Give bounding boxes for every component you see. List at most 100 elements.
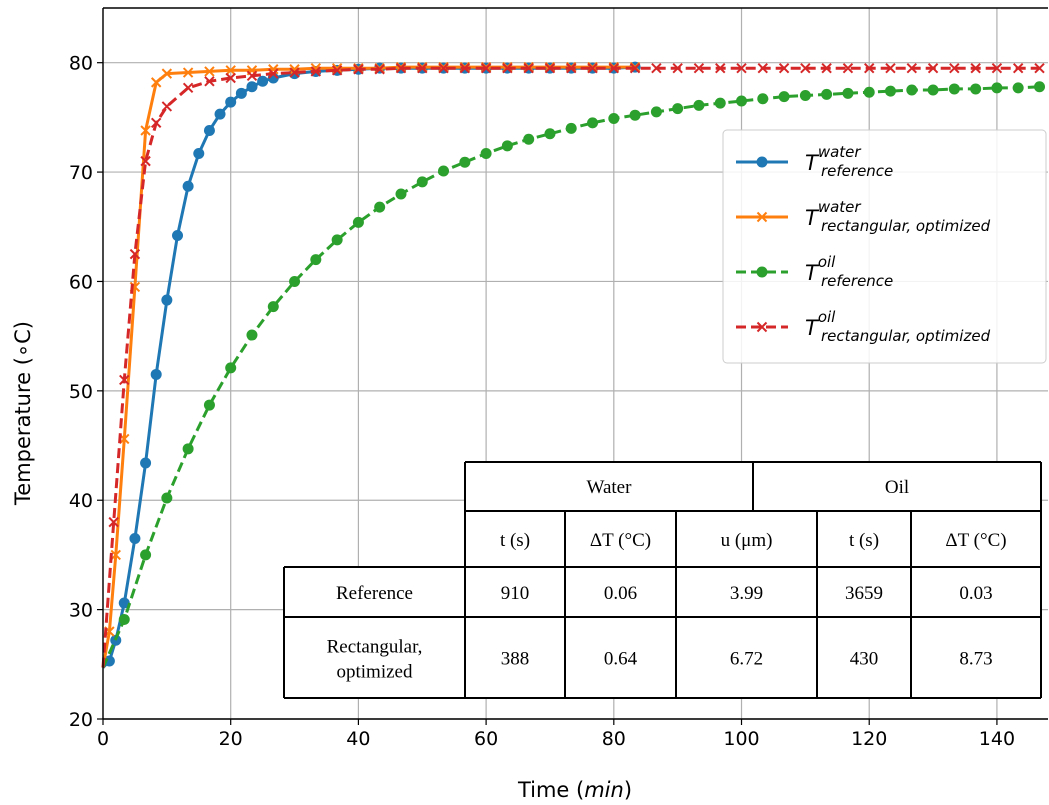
data-point: [108, 516, 119, 528]
x-marker-stroke: [438, 62, 449, 74]
table-cell: 388: [501, 649, 530, 670]
x-tick-label: 140: [979, 728, 1015, 750]
data-point: [118, 613, 130, 625]
data-point: [225, 362, 237, 374]
data-point: [523, 133, 535, 145]
data-point: [204, 76, 215, 87]
data-point: [650, 106, 662, 118]
data-point: [757, 62, 768, 74]
x-marker-stroke: [757, 62, 768, 74]
x-marker-stroke: [161, 101, 173, 112]
table-group-header: Oil: [885, 477, 909, 498]
data-point: [736, 95, 748, 107]
data-point: [204, 66, 215, 77]
data-point: [800, 62, 811, 74]
table-row-label: Reference: [336, 583, 413, 604]
x-marker-stroke: [672, 62, 683, 74]
data-point: [140, 125, 151, 136]
data-point: [129, 533, 141, 545]
x-tick-label: 60: [474, 728, 498, 750]
legend-label: Toil rectangular, optimized: [805, 308, 991, 345]
data-point: [161, 68, 173, 79]
data-point: [1034, 62, 1045, 74]
data-point: [587, 117, 599, 129]
data-point: [182, 180, 194, 192]
data-point: [778, 62, 790, 74]
data-point: [225, 65, 236, 76]
x-marker-stroke: [821, 62, 832, 74]
series-line: [101, 66, 1040, 668]
data-point: [225, 72, 236, 84]
y-tick-label: 20: [69, 709, 93, 731]
legend-box: [722, 129, 1047, 364]
legend-label: Twater rectangular, optimized: [805, 198, 991, 235]
data-point: [331, 234, 343, 246]
x-tick-label: 0: [97, 728, 109, 750]
x-marker-stroke: [182, 82, 194, 94]
table-cell: 6.72: [730, 649, 763, 670]
data-point: [352, 216, 364, 228]
x-marker-stroke: [182, 67, 194, 78]
data-point: [864, 62, 875, 74]
x-axis-label-unit: min: [584, 778, 624, 802]
x-tick-label: 100: [723, 728, 759, 750]
data-point: [257, 75, 269, 87]
data-point: [214, 108, 226, 120]
data-point: [182, 67, 194, 78]
data-point: [235, 87, 247, 99]
x-axis-label-prefix: Time (: [517, 778, 584, 802]
x-axis-label: Time (min): [517, 778, 632, 802]
data-point: [193, 147, 205, 159]
data-point: [1034, 81, 1046, 93]
series-3: [101, 81, 1046, 669]
series-line: [101, 65, 636, 668]
data-point: [544, 128, 556, 140]
data-point: [118, 597, 130, 609]
table-cell: 0.03: [959, 583, 992, 604]
data-point: [416, 176, 428, 188]
y-tick-label: 80: [69, 53, 93, 75]
data-point: [991, 82, 1003, 94]
data-point: [267, 301, 279, 313]
x-marker-stroke: [800, 62, 811, 74]
x-marker-stroke: [110, 549, 121, 561]
x-marker-stroke: [715, 62, 726, 74]
x-marker-stroke: [268, 68, 279, 79]
x-marker-stroke: [629, 62, 641, 74]
y-axis-label: Temperature (∘C): [11, 321, 35, 506]
series-lines: [101, 61, 1046, 669]
legend-label: Toil reference: [805, 253, 893, 290]
data-point: [119, 374, 130, 386]
y-tick-label: 50: [69, 381, 93, 403]
data-point: [566, 62, 577, 74]
data-point: [501, 140, 513, 152]
data-point: [821, 88, 833, 100]
data-point: [310, 66, 322, 77]
data-point: [693, 62, 705, 74]
table-cell: 0.64: [604, 649, 638, 670]
data-point: [353, 64, 364, 75]
legend-marker: [756, 321, 768, 333]
data-point: [182, 443, 194, 455]
data-point: [651, 62, 662, 74]
data-point: [949, 62, 960, 74]
data-point: [884, 85, 896, 97]
data-point: [140, 549, 152, 561]
table-column-header: t (s): [849, 530, 879, 551]
x-marker-stroke: [927, 62, 939, 74]
table-cell: 0.06: [604, 583, 637, 604]
table-cell: 3659: [845, 583, 883, 604]
x-marker-stroke: [693, 62, 705, 74]
x-marker-stroke: [246, 70, 258, 82]
data-point: [268, 64, 279, 75]
data-point: [693, 99, 705, 111]
x-marker-stroke: [353, 64, 364, 75]
x-marker-stroke: [395, 62, 407, 74]
data-point: [927, 62, 939, 74]
axes: [97, 7, 1048, 725]
table-cell: 910: [501, 583, 530, 604]
x-marker-stroke: [417, 62, 428, 74]
x-marker-stroke: [778, 62, 790, 74]
